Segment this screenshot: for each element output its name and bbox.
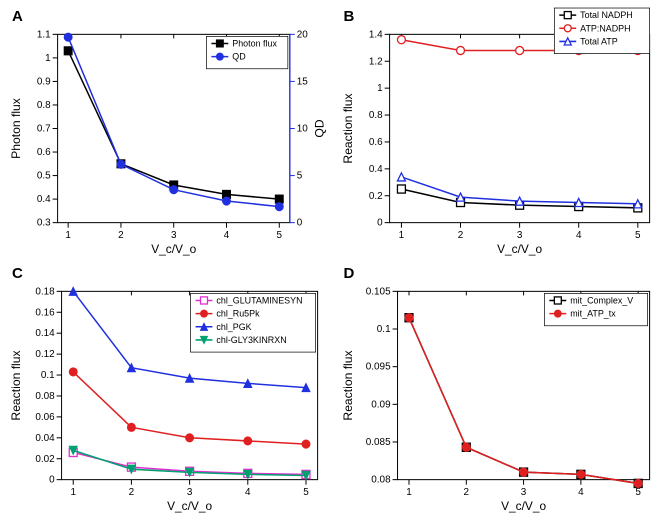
svg-text:1.2: 1.2 [368,56,382,67]
svg-text:0: 0 [297,218,303,229]
svg-text:mit_ATP_tx: mit_ATP_tx [570,309,616,319]
svg-text:0.08: 0.08 [371,475,391,486]
svg-text:0.5: 0.5 [37,171,51,182]
svg-text:Reaction flux: Reaction flux [341,351,355,421]
svg-text:0.9: 0.9 [37,76,51,87]
svg-text:0: 0 [377,218,383,229]
svg-text:2: 2 [463,487,469,498]
svg-text:0.6: 0.6 [368,137,382,148]
svg-text:2: 2 [129,487,135,498]
svg-text:Reaction flux: Reaction flux [9,351,23,421]
svg-text:0.1: 0.1 [376,324,390,335]
svg-text:0.105: 0.105 [365,286,390,297]
svg-text:QD: QD [313,119,327,138]
svg-text:V_c/V_o: V_c/V_o [151,242,196,256]
svg-text:1: 1 [65,230,71,241]
chart-a: 1 2 3 4 5 0.3 0.4 0.5 0.6 0.7 0.8 0.9 1 1.1 0 5 10 15 20 V_… [6,6,334,259]
panel-d: D 1 2 3 4 5 0.08 0.085 0.09 0.095 0.1 0.105 V_c/V_o… [338,263,666,516]
svg-text:1: 1 [398,230,404,241]
svg-text:Reaction flux: Reaction flux [341,93,355,163]
svg-text:4: 4 [224,230,230,241]
svg-text:0.4: 0.4 [37,194,51,205]
svg-text:0.3: 0.3 [37,218,51,229]
svg-text:0.09: 0.09 [371,399,391,410]
svg-text:4: 4 [575,230,581,241]
svg-text:V_c/V_o: V_c/V_o [501,499,546,513]
svg-text:0.02: 0.02 [35,454,55,465]
panel-b: B 1 2 3 4 5 0 0.2 0.4 0.6 0.8 1 1.2 1.4 V_c/V_o Reacti… [338,6,666,259]
svg-text:5: 5 [635,230,641,241]
svg-text:1.4: 1.4 [368,29,382,40]
svg-text:1: 1 [406,487,412,498]
svg-text:0.08: 0.08 [35,391,55,402]
svg-text:5: 5 [277,230,283,241]
svg-text:QD: QD [232,52,246,62]
svg-text:1: 1 [377,83,383,94]
svg-text:chl_PGK: chl_PGK [216,322,251,332]
svg-text:chl-GLY3KINRXN: chl-GLY3KINRXN [216,335,286,345]
svg-text:0.2: 0.2 [368,191,382,202]
svg-text:10: 10 [297,123,308,134]
panel-label-a: A [12,8,23,25]
svg-text:0.04: 0.04 [35,433,55,444]
svg-text:V_c/V_o: V_c/V_o [497,242,542,256]
svg-text:2: 2 [457,230,463,241]
svg-text:4: 4 [245,487,251,498]
chart-d: 1 2 3 4 5 0.08 0.085 0.09 0.095 0.1 0.105 V_c/V_o Re… [338,263,666,516]
panel-c: C 1 2 3 4 5 0 0.02 0.04 0.06 0.08 0.1 0.12 0.14 0.16 0… [6,263,334,516]
chart-b: 1 2 3 4 5 0 0.2 0.4 0.6 0.8 1 1.2 1.4 V_c/V_o Reaction… [338,6,666,259]
svg-text:1: 1 [70,487,76,498]
svg-text:0.12: 0.12 [35,349,55,360]
svg-text:0.085: 0.085 [365,437,390,448]
svg-text:chl_Ru5Pk: chl_Ru5Pk [216,309,260,319]
svg-text:3: 3 [516,230,522,241]
svg-text:0.16: 0.16 [35,307,55,318]
svg-text:0.4: 0.4 [368,164,382,175]
svg-text:1: 1 [45,53,51,64]
svg-text:2: 2 [118,230,124,241]
svg-text:3: 3 [520,487,526,498]
svg-text:3: 3 [187,487,193,498]
svg-text:V_c/V_o: V_c/V_o [167,499,212,513]
svg-text:5: 5 [635,487,641,498]
svg-text:mit_Complex_V: mit_Complex_V [570,296,633,306]
svg-text:0.6: 0.6 [37,147,51,158]
panel-label-b: B [344,8,355,25]
svg-text:20: 20 [297,29,308,40]
panel-a: A 1 2 3 4 5 0.3 0.4 0.5 0.6 0.7 0.8 0.9 1 1.1 0 5 10 15 20… [6,6,334,259]
svg-text:Total NADPH: Total NADPH [580,10,633,20]
svg-text:0.06: 0.06 [35,412,55,423]
svg-text:0.1: 0.1 [41,370,55,381]
svg-text:chl_GLUTAMINESYN: chl_GLUTAMINESYN [216,296,302,306]
chart-grid: A 123450.30.40.50.60.70.80.911.105101520… [0,0,671,521]
svg-text:0.18: 0.18 [35,286,55,297]
svg-text:0.8: 0.8 [368,110,382,121]
chart-c: 1 2 3 4 5 0 0.02 0.04 0.06 0.08 0.1 0.12 0.14 0.16 0.1… [6,263,334,516]
svg-text:ATP:NADPH: ATP:NADPH [580,23,630,33]
svg-text:5: 5 [297,171,303,182]
svg-text:3: 3 [171,230,177,241]
svg-text:15: 15 [297,76,308,87]
svg-text:Total ATP: Total ATP [580,36,618,46]
panel-label-c: C [12,265,23,282]
svg-text:4: 4 [578,487,584,498]
svg-text:0.14: 0.14 [35,328,55,339]
svg-text:0: 0 [49,475,55,486]
svg-text:0.7: 0.7 [37,123,51,134]
panel-label-d: D [344,265,355,282]
svg-text:Photon flux: Photon flux [9,98,23,159]
svg-text:0.095: 0.095 [365,362,390,373]
svg-text:0.8: 0.8 [37,100,51,111]
svg-text:Photon flux: Photon flux [232,38,277,48]
svg-text:5: 5 [303,487,309,498]
svg-text:1.1: 1.1 [37,29,51,40]
